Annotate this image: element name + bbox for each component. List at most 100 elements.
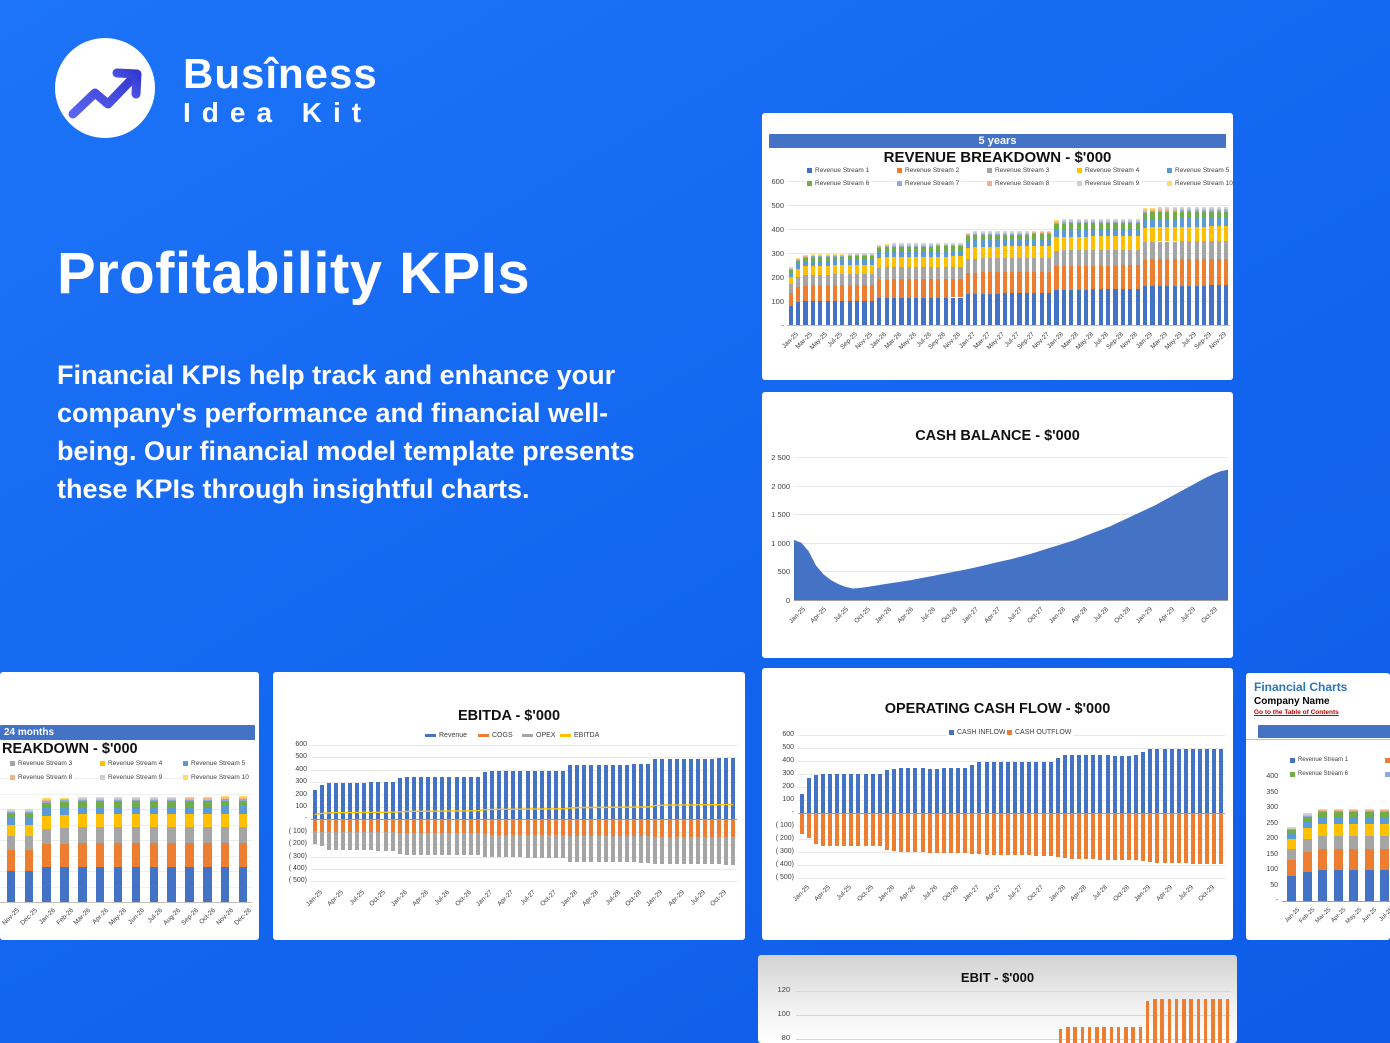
bar-segment xyxy=(862,253,867,255)
bar-segment xyxy=(995,232,1000,234)
gridline xyxy=(311,819,737,821)
cash-outflow-bar xyxy=(799,813,804,834)
period-tab-5-years[interactable]: 5 years xyxy=(769,134,1226,148)
cash-outflow-bar xyxy=(849,813,854,847)
bar-segment xyxy=(1047,272,1052,294)
y-tick-label: 100 xyxy=(1266,866,1278,873)
bar-segment xyxy=(1032,234,1037,240)
bar-segment xyxy=(1157,207,1162,209)
gridline xyxy=(311,769,737,771)
legend-marker-icon xyxy=(1385,771,1390,777)
bar-segment xyxy=(24,850,34,871)
bar-segment xyxy=(1202,207,1207,209)
revenue-bar xyxy=(603,764,608,820)
bar-segment xyxy=(1157,209,1162,211)
bar-segment xyxy=(980,232,985,234)
cash-outflow-bar xyxy=(806,813,811,838)
bar-segment xyxy=(906,243,911,245)
legend-item: Revenue Stream 9 xyxy=(98,774,165,781)
cash-inflow-bar xyxy=(884,770,889,813)
bar-segment xyxy=(1194,241,1199,259)
bar-segment xyxy=(1039,232,1044,234)
bar-segment xyxy=(810,301,815,325)
gridline xyxy=(311,881,737,883)
bar-segment xyxy=(1091,249,1096,266)
bar-segment xyxy=(1333,811,1343,813)
revenue-bar xyxy=(660,758,665,820)
bar-segment xyxy=(899,279,904,298)
cogs-bar xyxy=(511,819,516,835)
bar-segment xyxy=(113,798,123,800)
bar-segment xyxy=(1224,258,1229,286)
bar-segment xyxy=(1302,827,1312,839)
bar-segment xyxy=(1179,259,1185,286)
bar-segment xyxy=(24,836,34,851)
bar-segment xyxy=(810,285,815,302)
bar-segment xyxy=(847,301,852,325)
bar-segment xyxy=(1120,218,1126,220)
bar-segment xyxy=(185,842,194,867)
bar-segment xyxy=(1047,231,1052,233)
bar-segment xyxy=(862,284,867,301)
revenue-bar xyxy=(340,782,345,820)
bar-segment xyxy=(42,799,51,801)
bar-segment xyxy=(1017,239,1022,247)
gridline xyxy=(0,855,252,857)
bar-segment xyxy=(1032,232,1037,234)
bar-segment xyxy=(847,256,852,261)
cash-outflow-bar xyxy=(856,813,861,847)
bar-segment xyxy=(869,255,874,260)
bar-segment xyxy=(60,807,69,815)
period-tab[interactable] xyxy=(1258,725,1390,738)
bar-segment xyxy=(95,797,105,799)
bar-segment xyxy=(1187,226,1192,242)
bar-segment xyxy=(1010,233,1015,235)
bar-segment xyxy=(847,253,852,255)
bar-segment xyxy=(1216,241,1221,259)
cash-outflow-bar xyxy=(1013,813,1018,856)
bar-segment xyxy=(1091,220,1096,222)
opex-bar xyxy=(355,831,360,851)
bar-segment xyxy=(1179,285,1185,325)
bar-segment xyxy=(803,254,808,256)
bar-segment xyxy=(1302,821,1312,828)
opex-bar xyxy=(454,833,459,856)
cash-outflow-bar xyxy=(970,813,975,854)
bar-segment xyxy=(78,796,87,798)
bar-segment xyxy=(1380,811,1390,813)
bar-segment xyxy=(1165,285,1170,325)
bar-segment xyxy=(1083,220,1089,221)
bar-segment xyxy=(987,231,993,233)
opex-bar xyxy=(624,835,629,863)
bar-segment xyxy=(869,259,874,265)
bar-segment xyxy=(855,300,860,325)
chart-svg xyxy=(314,803,734,816)
cash-outflow-bar xyxy=(1062,813,1067,859)
bar-segment xyxy=(1349,810,1359,812)
period-tab-24-months[interactable]: 24 months xyxy=(0,725,255,740)
bar-segment xyxy=(42,867,51,902)
bar-segment xyxy=(185,814,194,828)
opex-bar xyxy=(404,833,409,855)
ebit-bar xyxy=(1095,1027,1099,1043)
cogs-bar xyxy=(553,819,558,835)
bar-segment xyxy=(220,826,230,843)
gridline xyxy=(798,878,1225,879)
legend-label: Revenue Stream 7 xyxy=(905,180,960,187)
bar-segment xyxy=(1135,220,1140,222)
bar-segment xyxy=(1209,211,1214,219)
bar-segment xyxy=(928,244,934,246)
bar-segment xyxy=(914,256,919,268)
legend-label: OPEX xyxy=(536,732,556,739)
bar-segment xyxy=(1333,835,1343,850)
bar-segment xyxy=(869,264,874,274)
table-of-contents-link[interactable]: Go to the Table of Contents xyxy=(1254,709,1339,716)
cogs-bar xyxy=(617,819,622,836)
bar-segment xyxy=(131,814,141,828)
bar-segment xyxy=(995,272,1000,294)
opex-bar xyxy=(553,834,558,858)
bar-segment xyxy=(1333,808,1343,810)
bar-segment xyxy=(1179,208,1185,210)
cash-outflow-bar xyxy=(927,813,932,853)
bar-segment xyxy=(840,260,845,266)
